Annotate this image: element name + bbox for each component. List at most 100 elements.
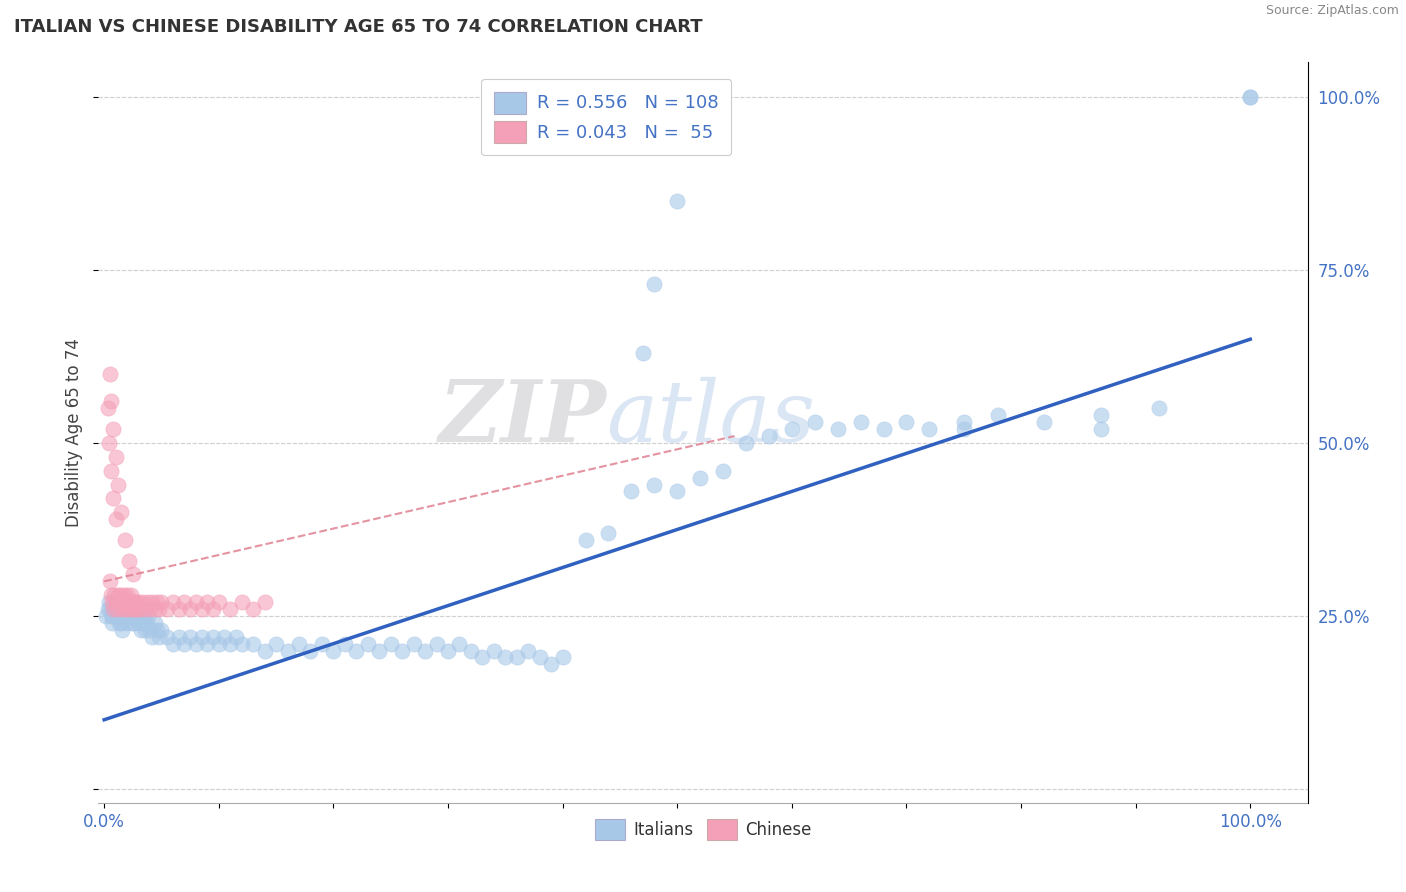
Point xyxy=(202,630,225,644)
Point xyxy=(139,602,162,616)
Point xyxy=(184,637,207,651)
Point xyxy=(98,367,121,381)
Point xyxy=(124,602,146,616)
Point xyxy=(100,394,122,409)
Point xyxy=(1239,90,1261,104)
Point xyxy=(103,602,125,616)
Point xyxy=(104,595,127,609)
Point xyxy=(104,450,127,464)
Point xyxy=(128,595,150,609)
Point xyxy=(391,643,413,657)
Point xyxy=(162,637,184,651)
Point xyxy=(952,422,974,436)
Point xyxy=(803,415,825,429)
Point xyxy=(105,602,128,616)
Point xyxy=(97,595,120,609)
Point xyxy=(118,602,141,616)
Point xyxy=(253,643,276,657)
Point xyxy=(101,595,124,609)
Point xyxy=(115,609,138,624)
Point xyxy=(162,595,184,609)
Point xyxy=(100,464,122,478)
Point xyxy=(1239,90,1261,104)
Point xyxy=(643,477,665,491)
Point xyxy=(631,346,654,360)
Point xyxy=(780,422,803,436)
Point xyxy=(849,415,872,429)
Point xyxy=(132,609,155,624)
Point xyxy=(173,595,195,609)
Point xyxy=(666,194,689,208)
Point xyxy=(101,615,124,630)
Point xyxy=(574,533,596,547)
Point xyxy=(117,595,139,609)
Point xyxy=(529,650,551,665)
Point xyxy=(311,637,333,651)
Point xyxy=(146,595,169,609)
Point xyxy=(117,609,139,624)
Point xyxy=(104,595,127,609)
Point xyxy=(134,623,156,637)
Point xyxy=(540,657,562,672)
Point xyxy=(104,512,127,526)
Point xyxy=(98,602,121,616)
Point xyxy=(494,650,516,665)
Point xyxy=(98,574,121,589)
Point xyxy=(425,637,447,651)
Point xyxy=(136,595,159,609)
Point xyxy=(115,588,138,602)
Point xyxy=(253,595,276,609)
Point xyxy=(108,609,131,624)
Point xyxy=(125,602,148,616)
Point xyxy=(179,630,201,644)
Point xyxy=(124,609,146,624)
Point xyxy=(128,615,150,630)
Point xyxy=(299,643,322,657)
Point xyxy=(735,436,758,450)
Point xyxy=(143,615,166,630)
Point xyxy=(103,609,125,624)
Point xyxy=(129,602,152,616)
Point xyxy=(190,602,212,616)
Point xyxy=(127,602,149,616)
Point xyxy=(827,422,849,436)
Point xyxy=(121,609,143,624)
Point xyxy=(333,637,356,651)
Point xyxy=(120,588,142,602)
Point xyxy=(100,588,122,602)
Point xyxy=(122,615,145,630)
Point xyxy=(103,422,125,436)
Point xyxy=(190,630,212,644)
Point xyxy=(100,609,122,624)
Point xyxy=(1090,409,1112,423)
Point xyxy=(112,609,135,624)
Point xyxy=(214,630,236,644)
Point xyxy=(132,595,155,609)
Point xyxy=(156,630,179,644)
Point xyxy=(108,595,131,609)
Point xyxy=(872,422,894,436)
Point xyxy=(143,602,166,616)
Point xyxy=(103,491,125,506)
Point xyxy=(471,650,494,665)
Point xyxy=(120,609,142,624)
Point xyxy=(148,630,170,644)
Point xyxy=(219,637,242,651)
Point xyxy=(357,637,380,651)
Point xyxy=(121,615,143,630)
Point xyxy=(122,595,145,609)
Point xyxy=(202,602,225,616)
Point xyxy=(517,643,540,657)
Point xyxy=(108,615,131,630)
Point xyxy=(103,588,125,602)
Point xyxy=(288,637,311,651)
Point xyxy=(111,623,134,637)
Point xyxy=(173,637,195,651)
Point xyxy=(103,602,125,616)
Point xyxy=(111,602,134,616)
Point xyxy=(1147,401,1170,416)
Point xyxy=(225,630,247,644)
Point xyxy=(1090,422,1112,436)
Text: ZIP: ZIP xyxy=(439,376,606,459)
Point xyxy=(110,595,132,609)
